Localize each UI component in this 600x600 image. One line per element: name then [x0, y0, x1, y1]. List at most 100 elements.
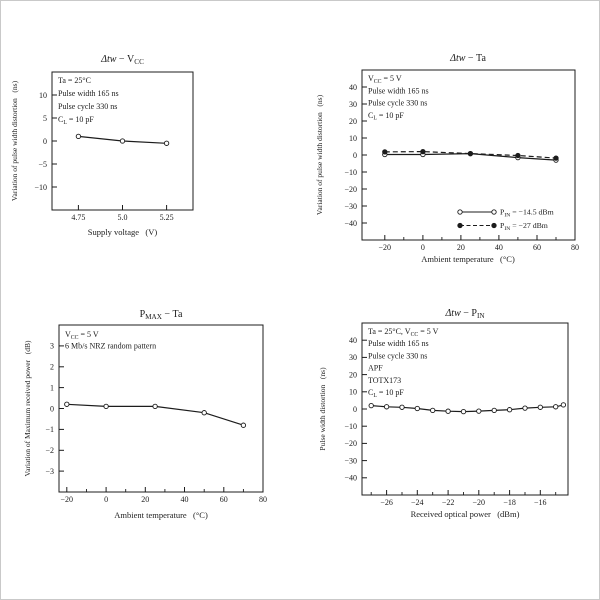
data-point-marker [414, 405, 420, 412]
data-point-marker [560, 402, 567, 408]
annotation-line: APF [368, 364, 383, 373]
y-tick-label: 20 [349, 370, 357, 379]
y-tick-label: 3 [50, 342, 54, 351]
data-point-marker [119, 138, 126, 144]
y-axis-label: Variation of pulse width distortion (ns) [10, 80, 19, 201]
chart-dtw-ta-plot: Δtw − Ta 40 30 20 10 0 −10 −20 −30 −40 −20 0 20 40 60 8… [315, 53, 579, 264]
chart-title: Δtw − Ta [449, 53, 486, 64]
data-point-marker [152, 403, 158, 410]
x-tick-label: −22 [442, 498, 455, 507]
y-tick-label: −40 [344, 474, 357, 483]
x-tick-label: 0 [421, 243, 425, 252]
y-tick-label: −10 [344, 168, 357, 177]
x-tick-label: −20 [379, 243, 392, 252]
x-tick-label: 20 [457, 243, 465, 252]
annotation-line: Pulse width 165 ns [368, 339, 429, 348]
annotation-line: Pulse cycle 330 ns [58, 102, 117, 111]
x-tick-label: 80 [259, 495, 267, 504]
chart-dtw-ta: Δtw − Ta 40 30 20 10 0 −10 −20 −30 −40 −20 0 20 40 60 8… [300, 0, 600, 300]
x-tick-label: −20 [61, 495, 74, 504]
annotation-line: VCC = 5 V [368, 74, 402, 85]
annotation-line: 6 Mb/s NRZ random pattern [65, 342, 156, 351]
data-point-marker [64, 401, 70, 407]
x-tick-label: 20 [141, 495, 149, 504]
x-tick-label: 0 [104, 495, 108, 504]
y-tick-label: −3 [45, 467, 54, 476]
data-point-marker [103, 403, 109, 410]
y-tick-label: 40 [349, 83, 357, 92]
x-tick-label: −24 [411, 498, 424, 507]
data-point-marker [201, 410, 207, 416]
data-point-marker [515, 152, 521, 159]
y-axis-label: Pulse width distortion (ns) [318, 367, 327, 451]
x-axis-label: Supply voltage (V) [88, 227, 158, 237]
y-tick-label: 10 [349, 134, 357, 143]
x-tick-label: 5.25 [160, 213, 174, 222]
y-tick-label: 30 [349, 353, 357, 362]
y-tick-label: −30 [344, 202, 357, 211]
y-tick-label: 30 [349, 100, 357, 109]
y-tick-label: −2 [45, 446, 54, 455]
data-point-marker [460, 408, 467, 415]
data-point-marker [522, 405, 528, 411]
data-point-marker [491, 209, 497, 215]
chart-dtw-vcc: Δtw − VCC 10 5 0 −5 −10 4.75 5.0 5.25 Supply volt… [0, 0, 300, 300]
annotation-line: VCC = 5 V [65, 330, 99, 341]
y-tick-label: −10 [344, 422, 357, 431]
x-axis-label: Ambient temperature (°C) [421, 254, 515, 264]
annotation-line: TOTX173 [368, 376, 401, 385]
x-tick-label: −18 [503, 498, 516, 507]
annotation-line: Ta = 25°C, VCC = 5 V [368, 327, 439, 338]
y-tick-label: −40 [344, 219, 357, 228]
chart-pmax-ta-plot: PMAX − Ta 3 2 1 0 −1 −2 −3 −20 0 20 40 60 80 Ambient t… [23, 309, 267, 520]
x-tick-label: −20 [473, 498, 486, 507]
annotation-line: Ta = 25°C [58, 76, 91, 85]
data-point-marker [506, 407, 513, 413]
data-point-marker [553, 155, 559, 161]
chart-title: PMAX − Ta [140, 309, 183, 321]
data-point-marker [445, 408, 451, 414]
data-point-marker [553, 404, 559, 410]
y-tick-label: −10 [34, 183, 47, 192]
y-tick-label: 0 [353, 151, 357, 160]
data-point-marker [383, 404, 390, 410]
y-tick-label: 1 [50, 383, 54, 392]
x-tick-label: 4.75 [71, 213, 85, 222]
data-point-marker [491, 407, 497, 414]
y-tick-label: −5 [38, 160, 47, 169]
y-axis-label: Variation of Maximum received power (dB) [23, 340, 32, 477]
data-point-marker [368, 402, 374, 409]
annotation-line: Pulse cycle 330 ns [368, 99, 427, 108]
annotation-line: Pulse width 165 ns [58, 89, 119, 98]
data-point-marker [467, 150, 474, 157]
data-point-marker [420, 148, 426, 155]
data-point-marker [457, 209, 463, 215]
chart-dtw-pin: Δtw − PIN 40 30 20 10 0 −10 −20 −30 −40 −26 −24 −22 −… [300, 300, 600, 600]
chart-pmax-ta: PMAX − Ta 3 2 1 0 −1 −2 −3 −20 0 20 40 60 80 Ambient t… [0, 300, 300, 600]
y-tick-label: 40 [349, 336, 357, 345]
x-tick-label: 60 [220, 495, 228, 504]
data-point-marker [457, 222, 463, 229]
annotation-line: CL = 10 pF [368, 111, 404, 122]
y-tick-label: −30 [344, 456, 357, 465]
chart-dtw-pin-plot: Δtw − PIN 40 30 20 10 0 −10 −20 −30 −40 −26 −24 −22 −… [318, 308, 569, 519]
legend-label: PIN = −14.5 dBm [500, 208, 554, 219]
y-axis-label: Variation of pulse width distortion (ns) [315, 94, 324, 215]
x-axis-label: Received optical power (dBm) [411, 509, 520, 519]
x-axis-label: Ambient temperature (°C) [114, 510, 208, 520]
x-tick-label: 80 [571, 243, 579, 252]
data-point-marker [382, 149, 388, 155]
x-tick-label: 60 [533, 243, 541, 252]
data-point-marker [430, 407, 436, 414]
data-point-marker [75, 133, 82, 140]
y-tick-label: 5 [43, 114, 47, 123]
y-tick-label: 0 [43, 137, 47, 146]
data-point-marker [537, 404, 543, 410]
y-tick-label: 10 [39, 91, 47, 100]
y-tick-label: −1 [45, 425, 54, 434]
legend-label: PIN = −27 dBm [500, 221, 548, 232]
data-point-marker [476, 408, 482, 414]
x-tick-label: 40 [495, 243, 503, 252]
